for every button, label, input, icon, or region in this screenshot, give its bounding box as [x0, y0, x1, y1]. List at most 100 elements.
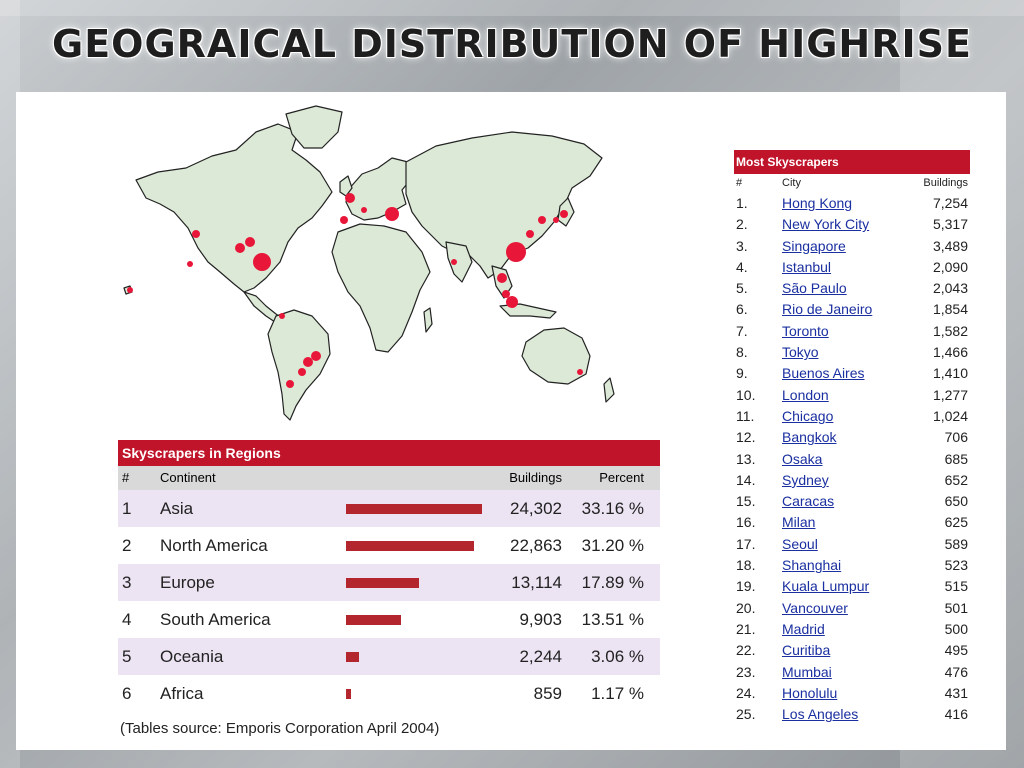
- col-buildings: Buildings: [509, 470, 562, 485]
- city-link[interactable]: Seoul: [782, 535, 818, 552]
- table-row: 5. São Paulo 2,043: [734, 278, 970, 299]
- marker-curitiba: [298, 368, 306, 376]
- region-percent: 17.89 %: [581, 573, 644, 592]
- region-buildings: 859: [533, 684, 562, 703]
- city-rank: 24.: [736, 684, 756, 701]
- table-row: 14. Sydney 652: [734, 470, 970, 491]
- city-rank: 8.: [736, 344, 748, 361]
- city-buildings: 1,854: [932, 301, 968, 318]
- city-link[interactable]: Tokyo: [782, 344, 819, 361]
- city-link[interactable]: Buenos Aires: [782, 365, 865, 382]
- city-rank: 19.: [736, 578, 756, 595]
- city-rank: 9.: [736, 365, 748, 382]
- city-link[interactable]: Shanghai: [782, 557, 842, 574]
- city-link[interactable]: Istanbul: [782, 258, 832, 275]
- city-buildings: 650: [944, 493, 968, 510]
- table-row: 7. Toronto 1,582: [734, 321, 970, 342]
- world-map: [123, 105, 615, 421]
- north-america-landmass: [135, 123, 333, 293]
- cities-table-header-row: # City Buildings: [734, 174, 970, 193]
- col-buildings: Buildings: [923, 177, 968, 189]
- city-link[interactable]: Toronto: [782, 322, 829, 339]
- region-buildings: 24,302: [510, 499, 562, 518]
- uk-landmass: [339, 175, 353, 197]
- city-rank: 15.: [736, 493, 756, 510]
- city-link[interactable]: Rio de Janeiro: [782, 301, 873, 318]
- table-row: 1. Hong Kong 7,254: [734, 193, 970, 214]
- skyscraper-markers: [127, 193, 583, 388]
- marker-los-angeles: [187, 261, 193, 267]
- table-row: 20. Vancouver 501: [734, 598, 970, 619]
- city-link[interactable]: Curitiba: [782, 642, 831, 659]
- city-link[interactable]: Osaka: [782, 450, 823, 467]
- city-buildings: 685: [944, 450, 968, 467]
- marker-tokyo: [560, 210, 568, 218]
- city-link[interactable]: Caracas: [782, 493, 835, 510]
- city-link[interactable]: New York City: [782, 216, 870, 233]
- region-share-bar: [346, 541, 474, 551]
- table-row: 22. Curitiba 495: [734, 640, 970, 661]
- city-link[interactable]: Milan: [782, 514, 816, 531]
- region-buildings: 22,863: [510, 536, 562, 555]
- city-link[interactable]: Singapore: [782, 237, 846, 254]
- marker-hong-kong: [506, 242, 526, 262]
- table-row: 25. Los Angeles 416: [734, 704, 970, 725]
- city-link[interactable]: Sydney: [782, 471, 829, 488]
- city-link[interactable]: Los Angeles: [782, 706, 859, 723]
- madagascar-landmass: [423, 307, 433, 333]
- table-row: 17. Seoul 589: [734, 534, 970, 555]
- city-rank: 20.: [736, 599, 756, 616]
- region-percent: 33.16 %: [581, 499, 644, 518]
- africa-landmass: [331, 223, 431, 353]
- city-link[interactable]: Hong Kong: [782, 195, 853, 211]
- table-row: 10. London 1,277: [734, 385, 970, 406]
- city-link[interactable]: Bangkok: [782, 429, 837, 446]
- city-rank: 10.: [736, 386, 756, 403]
- city-link[interactable]: Mumbai: [782, 663, 832, 680]
- city-rank: 21.: [736, 620, 756, 637]
- regions-table: Skyscrapers in Regions # Continent Build…: [118, 440, 660, 712]
- table-row: 3 Europe 13,114 17.89 %: [118, 564, 660, 601]
- marker-rio: [311, 351, 321, 361]
- col-percent: Percent: [599, 470, 644, 485]
- marker-toronto: [245, 237, 255, 247]
- city-link[interactable]: Kuala Lumpur: [782, 578, 870, 595]
- region-percent: 3.06 %: [591, 647, 644, 666]
- city-buildings: 416: [944, 706, 968, 723]
- region-percent: 1.17 %: [591, 684, 644, 703]
- city-rank: 13.: [736, 450, 756, 467]
- marker-new-york: [253, 253, 271, 271]
- city-link[interactable]: Madrid: [782, 620, 825, 637]
- table-row: 8. Tokyo 1,466: [734, 342, 970, 363]
- table-row: 11. Chicago 1,024: [734, 406, 970, 427]
- city-link[interactable]: Honolulu: [782, 684, 838, 701]
- region-percent: 31.20 %: [581, 536, 644, 555]
- city-rank: 1.: [736, 195, 748, 211]
- marker-kuala-lumpur: [502, 290, 510, 298]
- city-rank: 17.: [736, 535, 756, 552]
- city-link[interactable]: Chicago: [782, 407, 834, 424]
- city-rank: 18.: [736, 557, 756, 574]
- marker-sydney: [577, 369, 583, 375]
- region-share-bar: [346, 652, 359, 662]
- city-rank: 11.: [736, 407, 755, 424]
- city-link[interactable]: London: [782, 386, 829, 403]
- city-buildings: 625: [944, 514, 968, 531]
- city-rank: 22.: [736, 642, 756, 659]
- table-row: 6. Rio de Janeiro 1,854: [734, 299, 970, 320]
- city-rank: 12.: [736, 429, 756, 446]
- table-row: 9. Buenos Aires 1,410: [734, 363, 970, 384]
- region-continent: Oceania: [160, 647, 224, 666]
- cities-table-heading: Most Skyscrapers: [734, 150, 970, 174]
- region-continent: North America: [160, 536, 268, 555]
- city-rank: 14.: [736, 471, 756, 488]
- marker-shanghai: [526, 230, 534, 238]
- city-link[interactable]: São Paulo: [782, 280, 847, 297]
- region-buildings: 2,244: [519, 647, 562, 666]
- south-america-landmass: [267, 309, 331, 421]
- marker-sao-paulo: [303, 357, 313, 367]
- region-buildings: 13,114: [511, 573, 562, 592]
- marker-bangkok: [497, 273, 507, 283]
- marker-honolulu: [127, 287, 133, 293]
- city-link[interactable]: Vancouver: [782, 599, 848, 616]
